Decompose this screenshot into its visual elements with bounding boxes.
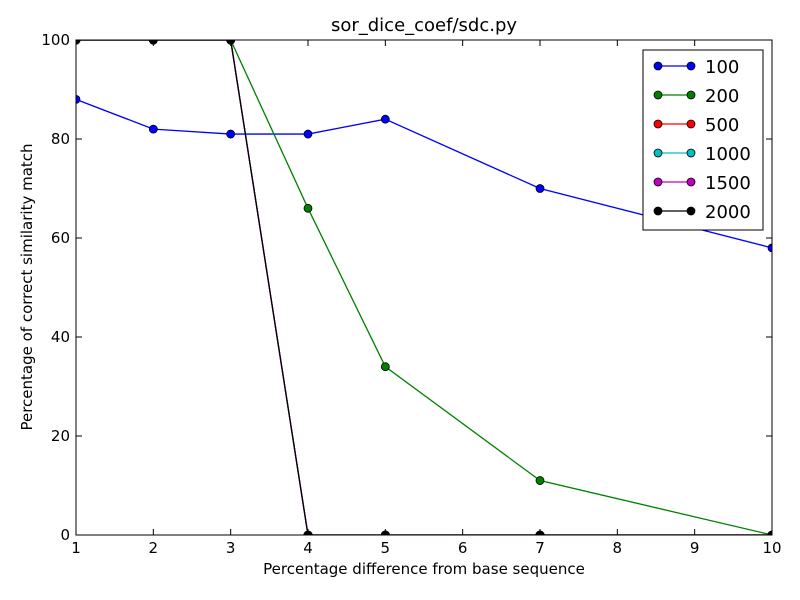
legend-marker	[686, 148, 696, 158]
data-point-100	[148, 124, 158, 134]
chart-title: sor_dice_coef/sdc.py	[331, 15, 517, 36]
data-point-100	[380, 114, 390, 124]
legend-marker	[686, 61, 696, 71]
legend-label: 1000	[705, 144, 751, 165]
x-tick-label: 5	[381, 539, 391, 557]
legend-label: 200	[705, 86, 739, 107]
legend-marker	[686, 90, 696, 100]
x-tick-label: 2	[149, 539, 159, 557]
data-point-200	[380, 362, 390, 372]
legend-marker	[653, 119, 663, 129]
legend-label: 500	[705, 115, 739, 136]
data-point-200	[535, 476, 545, 485]
data-point-2000	[76, 40, 81, 45]
data-point-100	[767, 243, 772, 253]
legend-label: 2000	[705, 202, 751, 223]
y-tick-label: 60	[51, 229, 70, 247]
legend-marker	[686, 206, 696, 216]
y-tick-label: 0	[60, 526, 70, 544]
y-tick-label: 20	[51, 427, 70, 445]
x-tick-label: 1	[71, 539, 81, 557]
data-point-100	[535, 184, 545, 193]
data-point-100	[226, 129, 236, 139]
legend: 100 200 500 1000 1500 2000	[642, 49, 764, 231]
y-tick-label: 100	[41, 31, 70, 49]
x-tick-label: 6	[458, 539, 468, 557]
x-tick-label: 9	[690, 539, 700, 557]
legend-label: 1500	[705, 173, 751, 194]
x-tick-label: 7	[535, 539, 545, 557]
x-axis-label: Percentage difference from base sequence	[263, 560, 585, 578]
y-tick-label: 80	[51, 130, 70, 148]
legend-marker	[653, 177, 663, 187]
data-point-200	[303, 203, 313, 213]
legend-marker	[653, 90, 663, 100]
x-tick-label: 3	[226, 539, 236, 557]
legend-box	[642, 49, 764, 231]
y-tick-label: 40	[51, 328, 70, 346]
x-tick-label: 10	[762, 539, 781, 557]
x-tick-label: 4	[303, 539, 313, 557]
data-point-100	[303, 129, 313, 139]
y-axis-label: Percentage of correct similarity match	[18, 143, 36, 430]
data-point-2000	[767, 530, 772, 535]
data-point-100	[76, 95, 81, 104]
x-tick-label: 8	[613, 539, 623, 557]
legend-label: 100	[705, 57, 739, 78]
legend-marker	[686, 119, 696, 129]
legend-marker	[653, 148, 663, 158]
legend-marker	[686, 177, 696, 187]
plot-frame	[75, 39, 773, 536]
legend-marker	[653, 206, 663, 216]
legend-marker	[653, 61, 663, 71]
